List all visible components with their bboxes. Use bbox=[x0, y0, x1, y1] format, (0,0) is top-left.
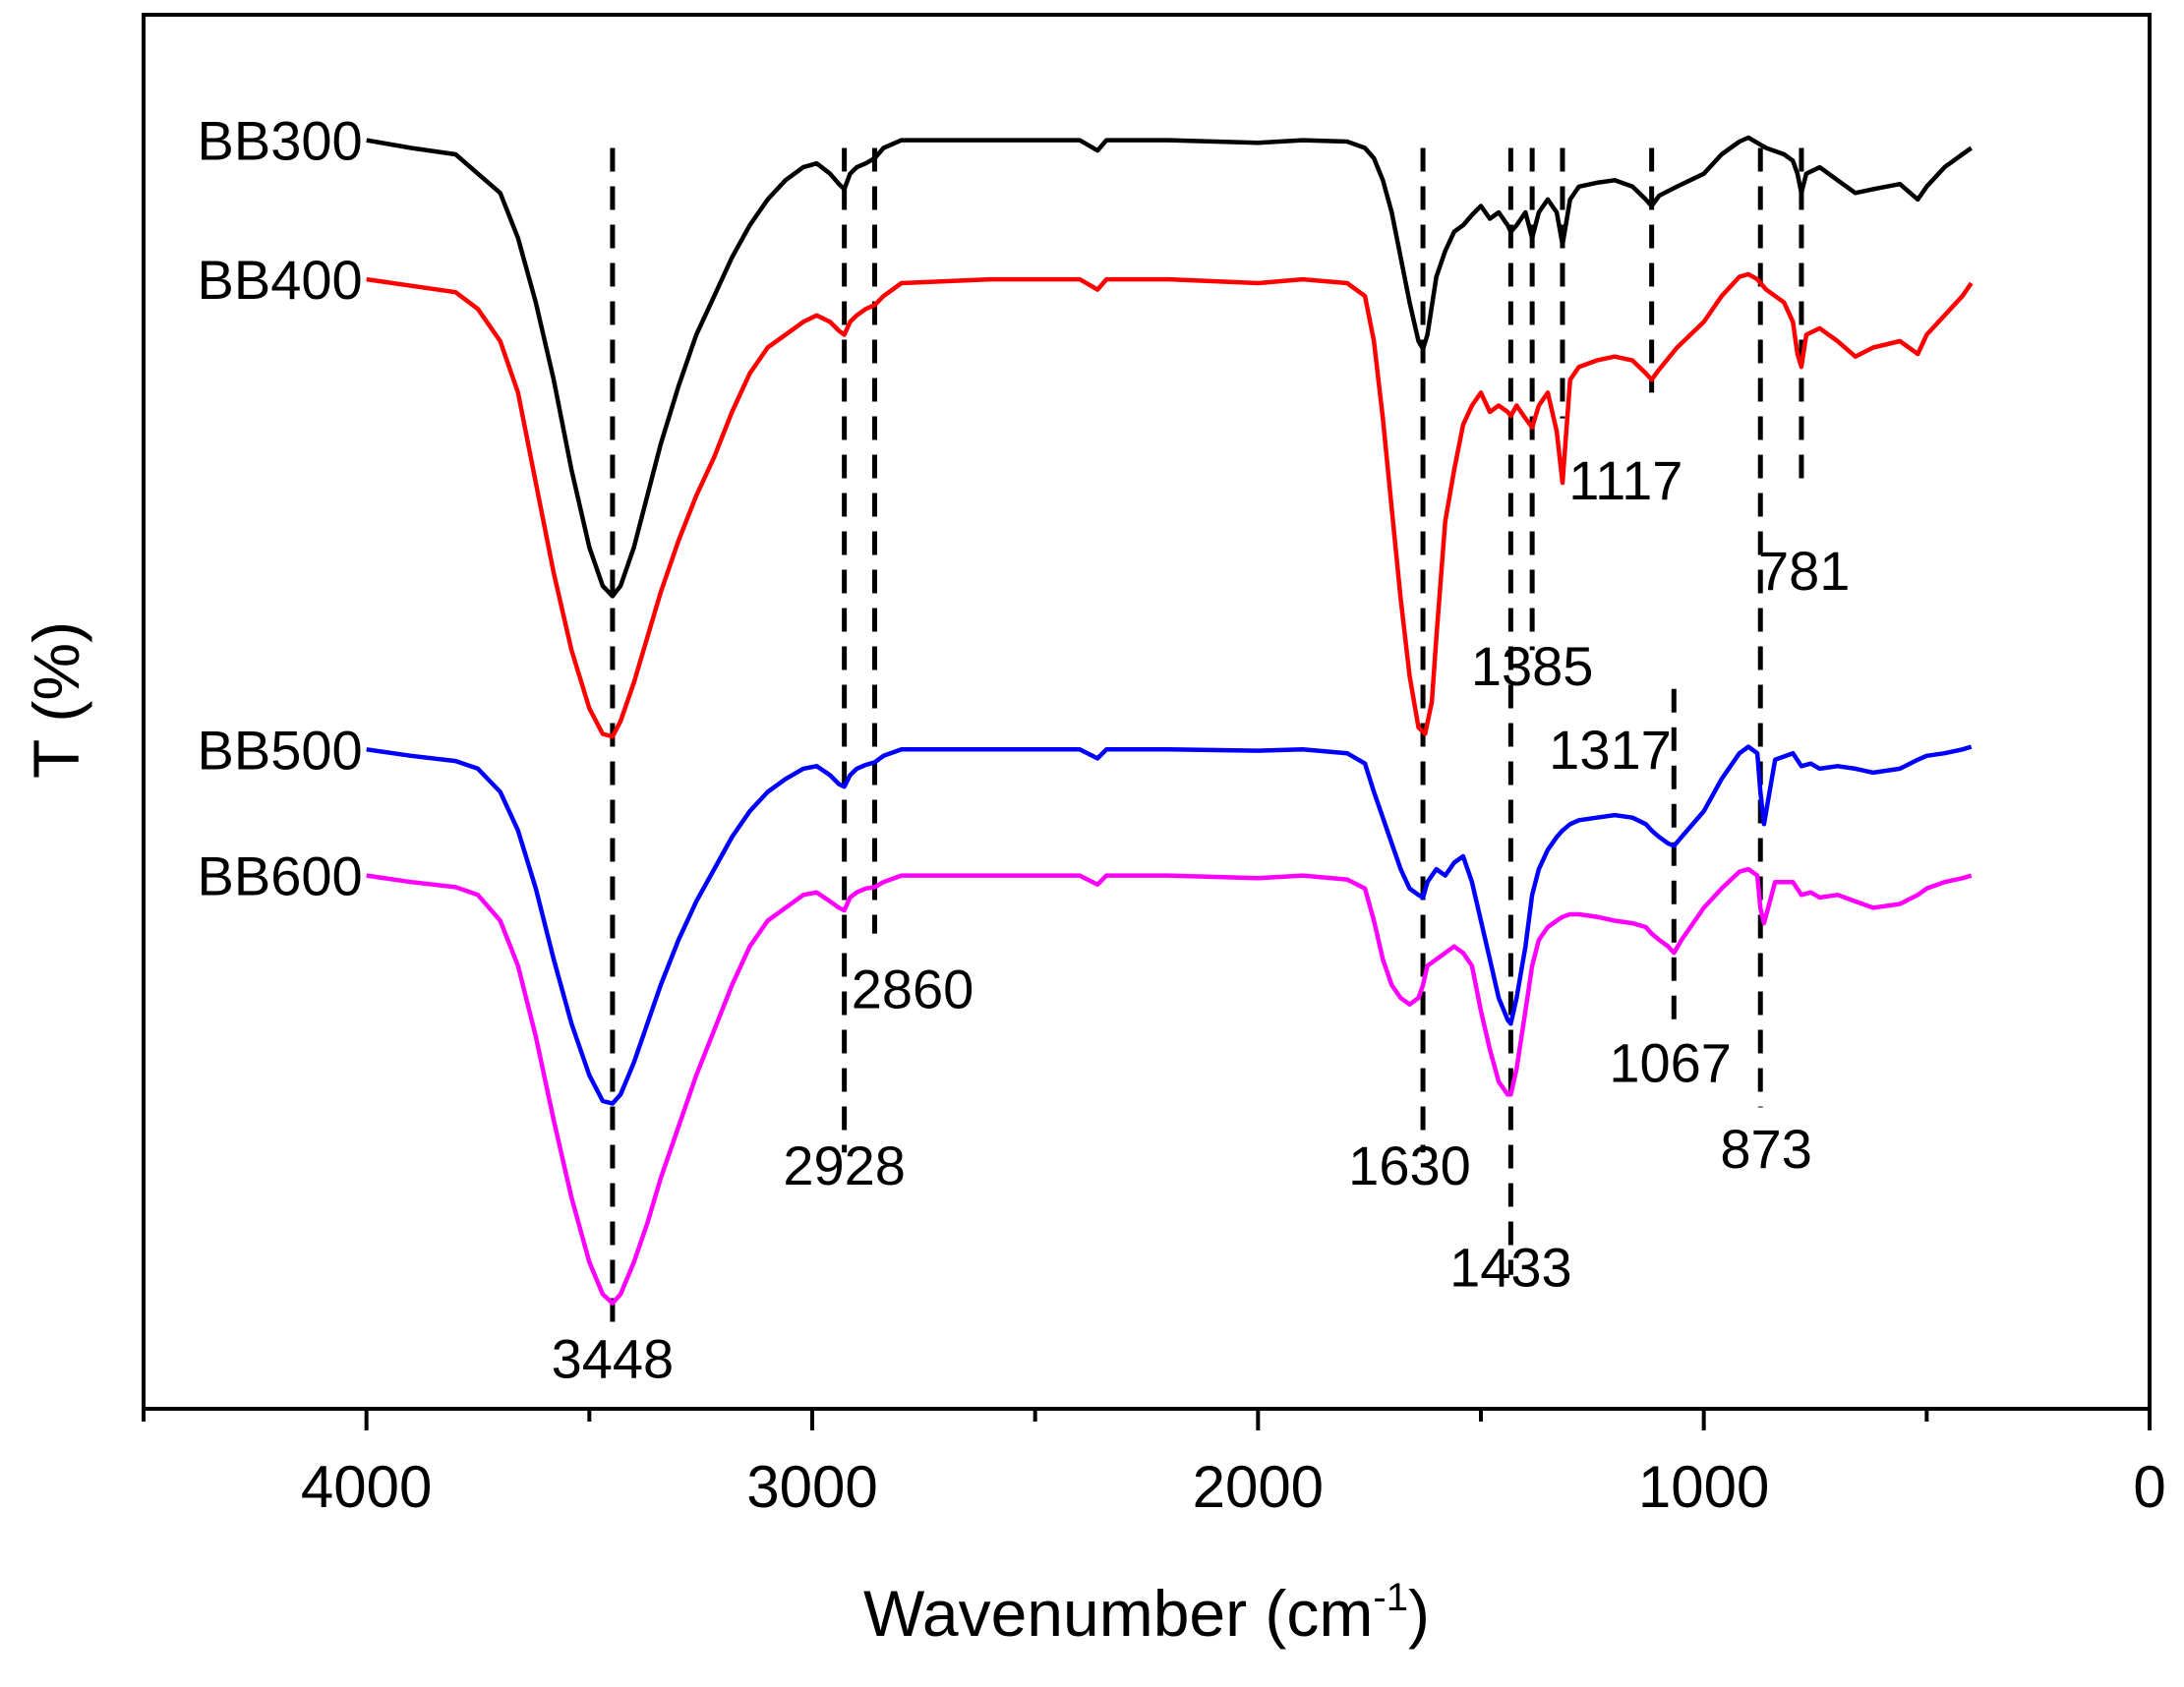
x-axis-title-superscript: -1 bbox=[1373, 1576, 1408, 1619]
spectra bbox=[366, 135, 1974, 1306]
peak-label: 2860 bbox=[852, 959, 974, 1020]
x-tick-label: 2000 bbox=[1193, 1454, 1324, 1520]
chart-labels: 3448 2928 2860 1630 1433 1385 1317 1117 1067 873 7… bbox=[198, 110, 1851, 1390]
peak-label: 1317 bbox=[1549, 719, 1672, 781]
peak-label: 781 bbox=[1758, 540, 1850, 602]
peak-label: 873 bbox=[1720, 1118, 1811, 1180]
y-axis-title: T (%) bbox=[20, 621, 92, 779]
peak-label: 2928 bbox=[783, 1134, 906, 1196]
series-label: BB500 bbox=[198, 719, 363, 781]
series-line-bb300 bbox=[366, 135, 1974, 599]
x-tick-label: 4000 bbox=[301, 1454, 432, 1520]
series-label: BB600 bbox=[198, 845, 363, 907]
series-label: BB300 bbox=[198, 110, 363, 172]
x-axis-title: Wavenumber (cm-1) bbox=[863, 1576, 1430, 1650]
x-axis-ticks: 4000 3000 2000 1000 0 bbox=[142, 1409, 2166, 1520]
plot-frame bbox=[142, 13, 2152, 1411]
series-line-bb500 bbox=[366, 744, 1973, 1106]
x-tick-label: 0 bbox=[2133, 1454, 2165, 1520]
x-axis-title-main: Wavenumber (cm bbox=[863, 1577, 1373, 1650]
peak-label: 3448 bbox=[552, 1328, 675, 1390]
peak-label: 1117 bbox=[1568, 449, 1682, 511]
x-tick-label: 1000 bbox=[1638, 1454, 1769, 1520]
series-line-bb600 bbox=[366, 866, 1973, 1306]
series-label: BB400 bbox=[198, 249, 363, 311]
series-line-bb400 bbox=[366, 271, 1974, 739]
x-tick-label: 3000 bbox=[746, 1454, 877, 1520]
peak-label: 1067 bbox=[1609, 1031, 1732, 1093]
peak-label: 1630 bbox=[1348, 1134, 1471, 1196]
x-axis-title-close: ) bbox=[1408, 1577, 1430, 1650]
peak-label: 1385 bbox=[1471, 635, 1594, 697]
peak-label: 1433 bbox=[1449, 1237, 1572, 1299]
